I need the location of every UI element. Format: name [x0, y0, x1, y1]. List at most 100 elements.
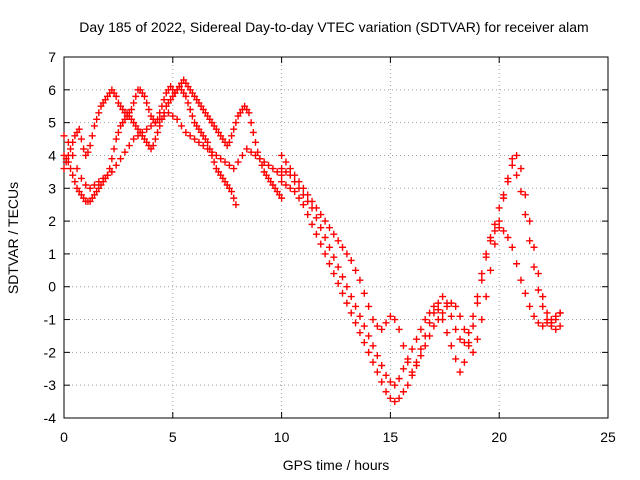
- data-point: [413, 358, 421, 366]
- data-point: [112, 135, 120, 143]
- data-point: [95, 109, 103, 117]
- data-point: [312, 214, 320, 222]
- data-point: [282, 181, 290, 189]
- data-point: [230, 125, 238, 133]
- data-point: [356, 329, 364, 337]
- data-point: [330, 270, 338, 278]
- data-point: [500, 191, 508, 199]
- data-point: [539, 293, 547, 301]
- data-point: [182, 92, 190, 100]
- data-point: [543, 309, 551, 317]
- data-point: [517, 276, 525, 284]
- data-point: [391, 381, 399, 389]
- data-point: [286, 184, 294, 192]
- data-point: [426, 319, 434, 327]
- data-point: [282, 168, 290, 176]
- chart-title: Day 185 of 2022, Sidereal Day-to-day VTE…: [79, 19, 588, 35]
- data-point: [334, 279, 342, 287]
- y-tick-label: -1: [44, 312, 57, 328]
- data-point: [90, 181, 98, 189]
- data-point: [473, 299, 481, 307]
- data-point: [456, 368, 464, 376]
- data-point: [130, 135, 138, 143]
- data-point: [378, 378, 386, 386]
- data-point: [247, 119, 255, 127]
- data-point: [417, 352, 425, 360]
- data-point: [369, 316, 377, 324]
- data-point: [67, 145, 75, 153]
- data-point: [399, 342, 407, 350]
- data-point: [443, 329, 451, 337]
- data-point: [184, 99, 192, 107]
- data-point: [132, 92, 140, 100]
- x-axis-title: GPS time / hours: [283, 457, 390, 473]
- data-point: [308, 220, 316, 228]
- data-point: [210, 158, 218, 166]
- data-point: [108, 155, 116, 163]
- data-point: [151, 135, 159, 143]
- data-point: [64, 138, 72, 146]
- data-point: [186, 106, 194, 114]
- data-point: [199, 142, 207, 150]
- data-point: [391, 316, 399, 324]
- data-point: [343, 283, 351, 291]
- data-point: [317, 211, 325, 219]
- data-point: [273, 168, 281, 176]
- data-point: [421, 342, 429, 350]
- data-point: [352, 302, 360, 310]
- data-point: [93, 115, 101, 123]
- data-point: [508, 243, 516, 251]
- data-point: [238, 151, 246, 159]
- data-point: [417, 325, 425, 333]
- data-point: [88, 132, 96, 140]
- data-point: [360, 322, 368, 330]
- data-point: [513, 260, 521, 268]
- data-point: [373, 322, 381, 330]
- data-point: [447, 312, 455, 320]
- data-point: [304, 191, 312, 199]
- data-point: [408, 368, 416, 376]
- x-tick-label: 5: [169, 429, 177, 445]
- data-point: [230, 194, 238, 202]
- data-point: [556, 309, 564, 317]
- data-point: [430, 302, 438, 310]
- data-point: [173, 115, 181, 123]
- data-point: [178, 122, 186, 130]
- data-point: [530, 263, 538, 271]
- data-point: [82, 181, 90, 189]
- data-point: [495, 204, 503, 212]
- data-point: [486, 237, 494, 245]
- data-point: [491, 240, 499, 248]
- data-point: [217, 155, 225, 163]
- data-point: [62, 158, 70, 166]
- x-tick-label: 15: [383, 429, 399, 445]
- data-point: [251, 151, 259, 159]
- data-point: [521, 289, 529, 297]
- data-point: [138, 128, 146, 136]
- data-point: [195, 138, 203, 146]
- data-point: [530, 312, 538, 320]
- y-tick-label: 7: [48, 49, 56, 65]
- data-point: [73, 165, 81, 173]
- data-point: [321, 250, 329, 258]
- data-point: [369, 342, 377, 350]
- y-tick-label: 2: [48, 213, 56, 229]
- data-point: [469, 348, 477, 356]
- data-point: [430, 309, 438, 317]
- data-point: [339, 243, 347, 251]
- data-point: [325, 243, 333, 251]
- data-point: [356, 276, 364, 284]
- data-point: [456, 335, 464, 343]
- data-point: [526, 302, 534, 310]
- data-point: [430, 322, 438, 330]
- data-point: [521, 191, 529, 199]
- data-point: [295, 178, 303, 186]
- data-point: [500, 227, 508, 235]
- data-point: [534, 319, 542, 327]
- data-point: [495, 217, 503, 225]
- data-point: [69, 171, 77, 179]
- data-point: [188, 112, 196, 120]
- data-point: [291, 188, 299, 196]
- data-point: [228, 188, 236, 196]
- data-point: [143, 99, 151, 107]
